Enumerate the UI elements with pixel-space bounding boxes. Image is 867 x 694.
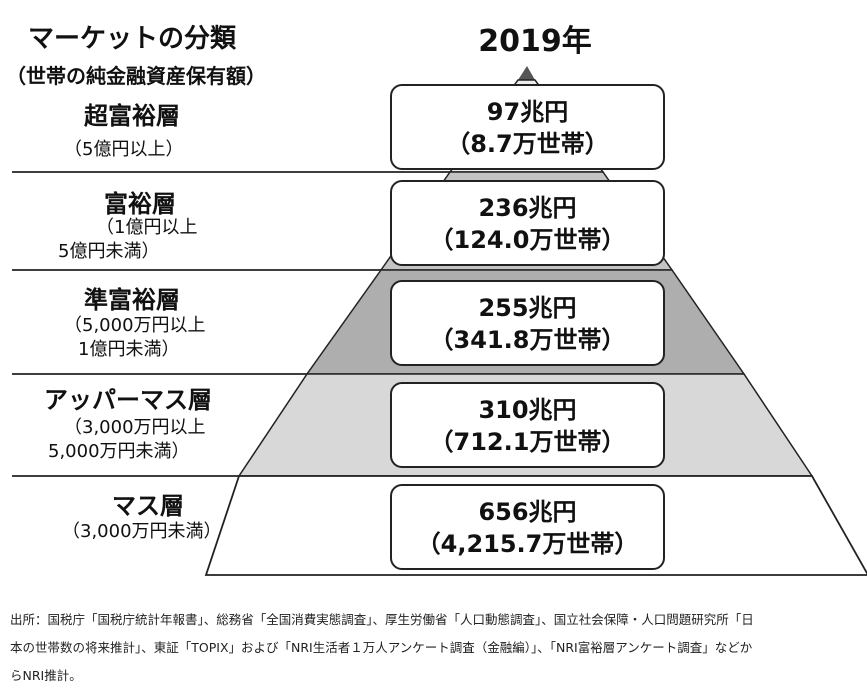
amount-semi-wealthy: 255兆円 — [478, 294, 577, 322]
value-box-ultra-wealthy: 97兆円 （8.7万世帯） — [390, 84, 665, 170]
amount-mass: 656兆円 — [478, 498, 577, 526]
source-note: 出所：国税庁「国税庁統計年報書」、総務省「全国消費実態調査」、厚生労働省「人口動… — [10, 606, 860, 690]
amount-upper-mass: 310兆円 — [478, 396, 577, 424]
tier-name-semi-wealthy: 準富裕層 — [84, 286, 180, 314]
source-line-3: らNRI推計。 — [10, 668, 82, 683]
tier-name-mass: マス層 — [112, 492, 184, 520]
households-semi-wealthy: （341.8万世帯） — [429, 326, 626, 354]
tier-name-ultra-wealthy: 超富裕層 — [84, 102, 180, 130]
source-line-2: 本の世帯数の将来推計」、東証「TOPIX」および「NRI生活者１万人アンケート調… — [10, 640, 753, 655]
year-label: 2019年 — [478, 24, 592, 59]
amount-wealthy: 236兆円 — [478, 194, 577, 222]
households-ultra-wealthy: （8.7万世帯） — [446, 130, 609, 158]
header-subtitle: （世帯の純金融資産保有額） — [6, 64, 266, 88]
tier-note-upper-mass-line1: （3,000万円以上 — [64, 417, 206, 438]
value-box-wealthy: 236兆円 （124.0万世帯） — [390, 180, 665, 266]
tier-name-wealthy: 富裕層 — [104, 190, 176, 218]
value-box-semi-wealthy: 255兆円 （341.8万世帯） — [390, 280, 665, 366]
pyramid-band-top — [518, 66, 535, 80]
households-wealthy: （124.0万世帯） — [429, 226, 626, 254]
value-box-mass: 656兆円 （4,215.7万世帯） — [390, 484, 665, 570]
tier-note-upper-mass-line2: 5,000万円未満） — [48, 441, 190, 462]
tier-note-semi-wealthy-line2: 1億円未満） — [78, 339, 180, 360]
amount-ultra-wealthy: 97兆円 — [486, 98, 569, 126]
households-upper-mass: （712.1万世帯） — [429, 428, 626, 456]
tier-note-mass: （3,000万円未満） — [62, 521, 222, 542]
tier-note-wealthy-line2: 5億円未満） — [58, 241, 160, 262]
tier-note-ultra-wealthy: （5億円以上） — [64, 139, 184, 160]
tier-note-wealthy-line1: （1億円以上 — [96, 217, 198, 238]
tier-note-semi-wealthy-line1: （5,000万円以上 — [64, 315, 206, 336]
households-mass: （4,215.7万世帯） — [416, 530, 639, 558]
tier-name-upper-mass: アッパーマス層 — [44, 386, 212, 414]
source-line-1: 出所：国税庁「国税庁統計年報書」、総務省「全国消費実態調査」、厚生労働省「人口動… — [10, 612, 754, 627]
value-box-upper-mass: 310兆円 （712.1万世帯） — [390, 382, 665, 468]
header-title: マーケットの分類 — [28, 24, 237, 54]
